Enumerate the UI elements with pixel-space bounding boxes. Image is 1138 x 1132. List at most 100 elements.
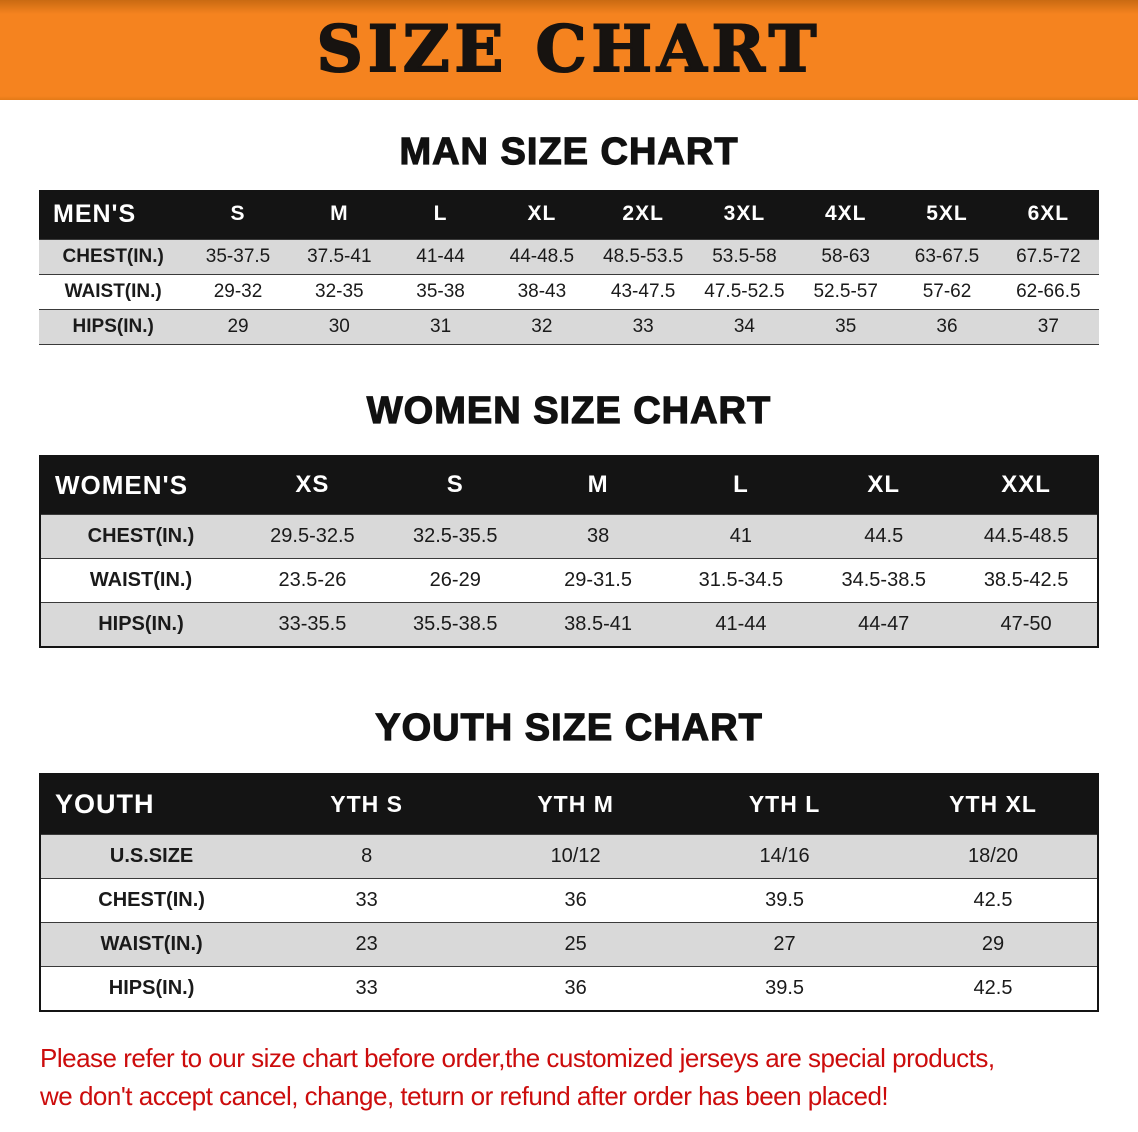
row-label: HIPS(IN.): [39, 308, 188, 345]
man-size-chart-section: MAN SIZE CHART MEN'S S M L XL 2XL 3XL 4XL 5XL 6XL…: [0, 131, 1138, 345]
size-value-cell: 36: [471, 878, 681, 923]
size-value-cell: 42.5: [889, 966, 1098, 1012]
row-label: WAIST(IN.): [40, 557, 242, 603]
size-value-cell: 23: [262, 922, 472, 967]
size-column-header: XXL: [955, 455, 1098, 515]
size-value-cell: 18/20: [889, 834, 1098, 879]
table-header-row: WOMEN'S XS S M L XL XXL: [40, 455, 1098, 515]
size-value-cell: 44-48.5: [491, 238, 593, 275]
size-value-cell: 31.5-34.5: [669, 557, 813, 603]
size-value-cell: 27: [680, 922, 890, 967]
womens-size-table: WOMEN'S XS S M L XL XXL CHEST(IN.) 29.5-32.5 32.5…: [39, 454, 1099, 648]
size-value-cell: 42.5: [889, 878, 1098, 923]
size-value-cell: 29-31.5: [526, 557, 670, 603]
table-corner-label: WOMEN'S: [40, 455, 242, 515]
size-value-cell: 41-44: [669, 601, 813, 647]
size-value-cell: 48.5-53.5: [592, 238, 694, 275]
size-value-cell: 34.5-38.5: [812, 557, 956, 603]
size-value-cell: 32.5-35.5: [383, 513, 527, 559]
size-column-header: L: [669, 455, 813, 515]
size-value-cell: 32: [491, 308, 593, 345]
size-value-cell: 47.5-52.5: [693, 273, 796, 310]
size-value-cell: 23.5-26: [241, 557, 384, 603]
mens-size-table: MEN'S S M L XL 2XL 3XL 4XL 5XL 6XL CHEST(IN.) 35-37…: [39, 189, 1099, 345]
size-value-cell: 37.5-41: [288, 238, 390, 275]
row-label: U.S.SIZE: [40, 834, 263, 879]
table-header-row: MEN'S S M L XL 2XL 3XL 4XL 5XL 6XL: [39, 189, 1099, 240]
youth-section-heading: YOUTH SIZE CHART: [375, 706, 763, 749]
size-value-cell: 30: [288, 308, 390, 345]
size-value-cell: 35-37.5: [187, 238, 289, 275]
table-row: HIPS(IN.) 33 36 39.5 42.5: [40, 966, 1098, 1012]
table-row: CHEST(IN.) 33 36 39.5 42.5: [40, 878, 1098, 923]
size-value-cell: 38.5-41: [526, 601, 670, 647]
size-value-cell: 31: [389, 308, 492, 345]
size-value-cell: 29-32: [187, 273, 289, 310]
size-column-header: YTH M: [471, 774, 681, 835]
size-column-header: YTH S: [262, 774, 472, 835]
row-label: HIPS(IN.): [40, 966, 263, 1012]
size-value-cell: 32-35: [288, 273, 390, 310]
table-row: WAIST(IN.) 23 25 27 29: [40, 922, 1098, 967]
man-section-heading: MAN SIZE CHART: [399, 131, 739, 174]
size-column-header: 6XL: [997, 189, 1099, 240]
size-value-cell: 67.5-72: [997, 238, 1099, 275]
disclaimer-note: Please refer to our size chart before or…: [40, 1040, 1100, 1115]
size-value-cell: 8: [262, 834, 472, 879]
row-label: HIPS(IN.): [40, 601, 242, 647]
row-label: CHEST(IN.): [40, 513, 242, 559]
size-column-header: YTH XL: [889, 774, 1098, 835]
table-row: WAIST(IN.) 23.5-26 26-29 29-31.5 31.5-34.5 34…: [40, 557, 1098, 603]
size-column-header: S: [187, 189, 289, 240]
row-label: CHEST(IN.): [39, 238, 188, 275]
size-value-cell: 58-63: [795, 238, 897, 275]
size-value-cell: 43-47.5: [592, 273, 694, 310]
table-row: WAIST(IN.) 29-32 32-35 35-38 38-43 43-47.5 47.…: [39, 273, 1099, 310]
table-header-row: YOUTH YTH S YTH M YTH L YTH XL: [40, 774, 1098, 835]
size-value-cell: 41: [669, 513, 813, 559]
size-column-header: XS: [241, 455, 384, 515]
table-corner-label: YOUTH: [40, 774, 263, 835]
size-value-cell: 29: [187, 308, 289, 345]
women-size-chart-section: WOMEN SIZE CHART WOMEN'S XS S M L XL XXL CHEST(…: [0, 389, 1138, 648]
youth-size-table: YOUTH YTH S YTH M YTH L YTH XL U.S.SIZE 8 10/12…: [39, 773, 1099, 1013]
size-value-cell: 36: [896, 308, 998, 345]
size-value-cell: 52.5-57: [795, 273, 897, 310]
size-value-cell: 34: [693, 308, 796, 345]
size-column-header: XL: [491, 189, 593, 240]
size-chart-banner: SIZE CHART: [0, 0, 1138, 100]
size-column-header: M: [288, 189, 390, 240]
size-value-cell: 62-66.5: [997, 273, 1099, 310]
table-row: HIPS(IN.) 29 30 31 32 33 34 35 36 37: [39, 308, 1099, 345]
table-row: U.S.SIZE 8 10/12 14/16 18/20: [40, 834, 1098, 879]
size-value-cell: 53.5-58: [693, 238, 796, 275]
size-value-cell: 38.5-42.5: [955, 557, 1098, 603]
size-value-cell: 44.5-48.5: [955, 513, 1098, 559]
size-value-cell: 38: [526, 513, 670, 559]
size-column-header: M: [526, 455, 670, 515]
women-section-heading: WOMEN SIZE CHART: [366, 389, 772, 432]
size-column-header: 3XL: [693, 189, 796, 240]
size-column-header: 5XL: [896, 189, 998, 240]
size-value-cell: 35: [795, 308, 897, 345]
size-value-cell: 10/12: [471, 834, 681, 879]
size-value-cell: 39.5: [680, 966, 890, 1012]
size-value-cell: 44.5: [812, 513, 956, 559]
table-row: CHEST(IN.) 35-37.5 37.5-41 41-44 44-48.5 48.5…: [39, 238, 1099, 275]
size-value-cell: 57-62: [896, 273, 998, 310]
size-column-header: L: [389, 189, 492, 240]
size-value-cell: 33: [592, 308, 694, 345]
size-value-cell: 33-35.5: [241, 601, 384, 647]
size-value-cell: 25: [471, 922, 681, 967]
size-value-cell: 33: [262, 966, 472, 1012]
youth-size-chart-section: YOUTH SIZE CHART YOUTH YTH S YTH M YTH L YTH…: [0, 706, 1138, 1013]
size-value-cell: 38-43: [491, 273, 593, 310]
table-corner-label: MEN'S: [39, 189, 188, 240]
size-value-cell: 29.5-32.5: [241, 513, 384, 559]
size-column-header: YTH L: [680, 774, 890, 835]
size-column-header: 2XL: [592, 189, 694, 240]
size-value-cell: 33: [262, 878, 472, 923]
size-value-cell: 29: [889, 922, 1098, 967]
size-value-cell: 37: [997, 308, 1099, 345]
